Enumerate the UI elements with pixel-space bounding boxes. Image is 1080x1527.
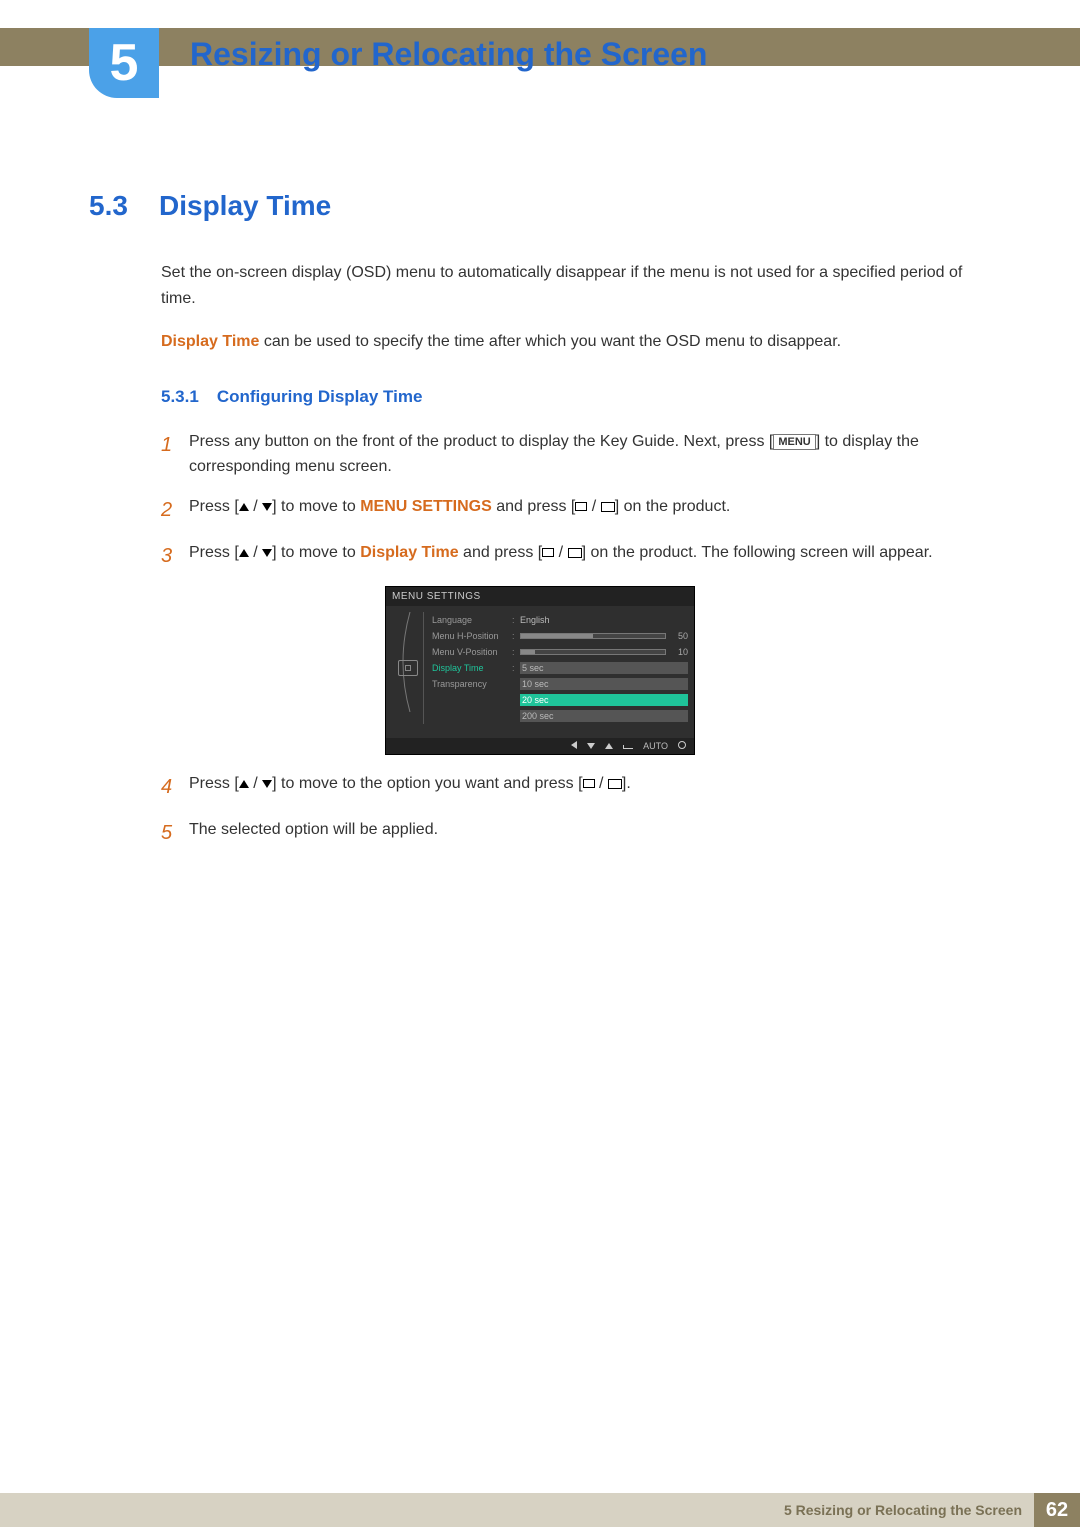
osd-left-panel [392,612,424,724]
osd-row-display-time: Display Time : 5 sec [432,660,688,676]
up-arrow-icon [239,780,249,788]
step-3-text: Press [ / ] to move to Display Time and … [189,540,991,572]
osd-back-icon [571,741,577,751]
intro-paragraph-2: Display Time can be used to specify the … [161,329,991,355]
step-num-4: 4 [161,771,189,803]
down-arrow-icon [262,549,272,557]
step-num-2: 2 [161,494,189,526]
section-heading: 5.3 Display Time [89,190,991,222]
display-time-term: Display Time [360,544,458,561]
subsection-heading: 5.3.1 Configuring Display Time [161,387,991,407]
step-4: 4 Press [ / ] to move to the option you … [161,771,991,803]
intro-2-rest: can be used to specify the time after wh… [259,333,841,350]
down-arrow-icon [262,503,272,511]
osd-power-icon [678,741,686,751]
step-2: 2 Press [ / ] to move to MENU SETTINGS a… [161,494,991,526]
box-icon [583,779,595,788]
up-arrow-icon [239,549,249,557]
page-content: 5.3 Display Time Set the on-screen displ… [89,190,991,863]
down-arrow-icon [262,780,272,788]
step-1: 1 Press any button on the front of the p… [161,429,991,480]
display-time-term: Display Time [161,333,259,350]
box-icon [542,548,554,557]
chapter-tab: 5 [89,28,159,98]
subsection-title: Configuring Display Time [217,387,423,407]
hpos-slider [520,633,666,639]
step-5-text: The selected option will be applied. [189,817,991,849]
osd-row-transparency: Transparency 10 sec [432,676,688,692]
step-2-text: Press [ / ] to move to MENU SETTINGS and… [189,494,991,526]
osd-section-icon [398,660,418,676]
osd-row-opt3: 20 sec [432,692,688,708]
osd-right-panel: Language : English Menu H-Position : 50 … [424,612,688,724]
osd-auto-label: AUTO [643,741,668,751]
box-icon [575,502,587,511]
osd-body: Language : English Menu H-Position : 50 … [386,606,694,738]
source-icon [608,779,622,789]
section-number: 5.3 [89,190,159,222]
osd-option-200sec: 200 sec [520,710,688,722]
vpos-slider [520,649,666,655]
intro-paragraph-1: Set the on-screen display (OSD) menu to … [161,260,991,311]
osd-row-language: Language : English [432,612,688,628]
step-num-1: 1 [161,429,189,480]
up-arrow-icon [239,503,249,511]
menu-key-icon: MENU [773,434,815,450]
section-title: Display Time [159,190,331,222]
osd-row-opt4: 200 sec [432,708,688,724]
osd-enter-icon [623,741,633,751]
osd-up-icon [605,741,613,751]
osd-option-10sec: 10 sec [520,678,688,690]
chapter-title: Resizing or Relocating the Screen [190,36,707,73]
step-3: 3 Press [ / ] to move to Display Time an… [161,540,991,572]
step-num-3: 3 [161,540,189,572]
osd-screenshot: MENU SETTINGS Language : English Menu H-… [385,586,695,755]
osd-option-5sec: 5 sec [520,662,688,674]
page-number: 62 [1034,1493,1080,1527]
step-1-text: Press any button on the front of the pro… [189,429,991,480]
page-footer: 5 Resizing or Relocating the Screen 62 [0,1493,1080,1527]
source-icon [601,502,615,512]
osd-title: MENU SETTINGS [386,587,694,606]
chapter-number: 5 [110,33,139,93]
menu-settings-term: MENU SETTINGS [360,498,492,515]
source-icon [568,548,582,558]
step-num-5: 5 [161,817,189,849]
step-4-text: Press [ / ] to move to the option you wa… [189,771,991,803]
step-5: 5 The selected option will be applied. [161,817,991,849]
osd-row-vpos: Menu V-Position : 10 [432,644,688,660]
osd-option-20sec: 20 sec [520,694,688,706]
osd-button-bar: AUTO [386,738,694,754]
osd-row-hpos: Menu H-Position : 50 [432,628,688,644]
osd-down-icon [587,741,595,751]
footer-text: 5 Resizing or Relocating the Screen [784,1502,1022,1518]
subsection-number: 5.3.1 [161,387,199,407]
